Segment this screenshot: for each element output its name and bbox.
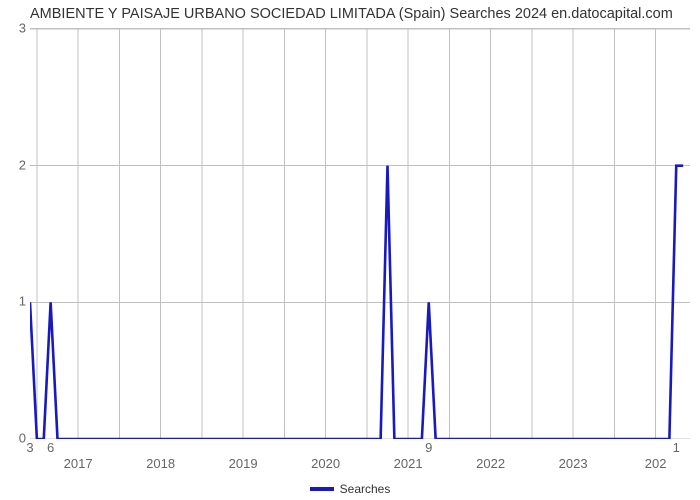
x-secondary-tick-label: 1	[673, 440, 680, 455]
y-tick-label: 1	[19, 294, 26, 309]
y-tick-label: 2	[19, 157, 26, 172]
x-tick-label: 2019	[229, 456, 258, 471]
x-secondary-tick-label: 3	[26, 440, 33, 455]
chart-container: AMBIENTE Y PAISAJE URBANO SOCIEDAD LIMIT…	[0, 0, 700, 500]
legend-swatch	[310, 487, 334, 491]
x-tick-label: 2020	[311, 456, 340, 471]
chart-title: AMBIENTE Y PAISAJE URBANO SOCIEDAD LIMIT…	[30, 6, 690, 22]
x-secondary-tick-label: 6	[47, 440, 54, 455]
legend-label: Searches	[340, 482, 391, 496]
x-tick-label: 2017	[64, 456, 93, 471]
y-tick-label: 3	[19, 21, 26, 36]
x-tick-label: 2022	[476, 456, 505, 471]
grid	[30, 29, 690, 439]
x-secondary-tick-label: 9	[425, 440, 432, 455]
legend: Searches	[0, 482, 700, 496]
x-tick-label: 2023	[559, 456, 588, 471]
x-tick-label: 2018	[146, 456, 175, 471]
chart-svg	[30, 29, 690, 439]
plot-area	[30, 28, 690, 439]
x-tick-label: 2021	[394, 456, 423, 471]
y-tick-label: 0	[19, 431, 26, 446]
x-tick-label: 202	[645, 456, 667, 471]
